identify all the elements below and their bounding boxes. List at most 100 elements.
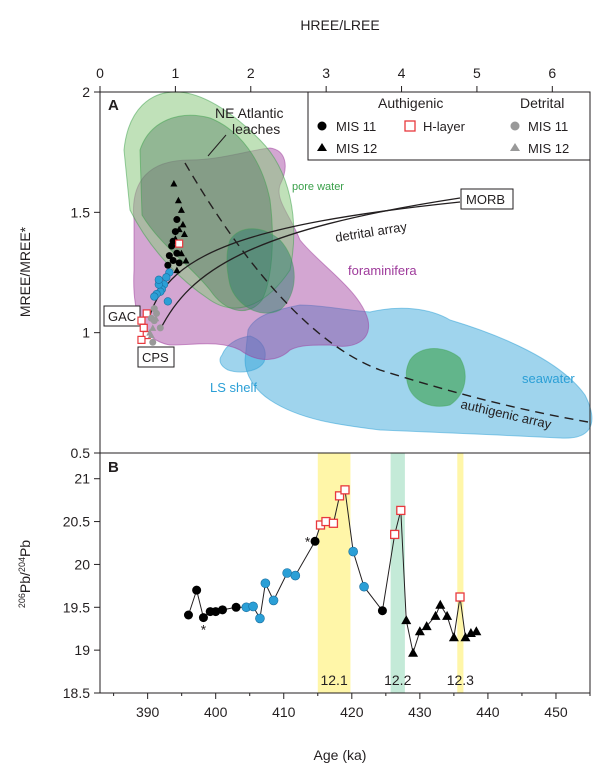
point-authigenic-h-layer [140,324,147,331]
region-seawater-green [406,348,465,406]
panel-b-letter: B [108,459,119,476]
legend-mis11-authigenic-marker [318,122,327,131]
panel-b-y-tick-label: 21 [74,471,90,487]
legend-mis12-detrital-label: MIS 12 [528,141,569,156]
pb-point-mis11 [378,606,387,615]
pb-point-h-layer [397,506,405,514]
point-authigenic-mis-11 [173,216,180,223]
panel-a-y-tick-label: 0.5 [71,445,91,461]
point-authigenic-mis-11 [164,262,171,269]
legend-detrital-header: Detrital [520,95,564,111]
pb-point-blue [261,579,270,588]
panel-b: 12.1 12.2 12.3 390 400 410 420 430 440 450 18.51… [17,453,590,763]
point-authigenic-h-layer [138,336,145,343]
point-authigenic-blue [150,293,158,301]
band-label: 12.3 [447,672,474,688]
pb-point-mis12 [471,626,481,635]
legend-hlayer-marker [405,121,415,131]
cps-label: CPS [142,350,169,365]
legend-mis11-detrital-label: MIS 11 [528,119,568,134]
point-authigenic-mis-11 [170,257,177,264]
pb-point-mis11 [184,611,193,620]
panel-b-y-ticks: 18.5 19 19.5 20 20.5 21 [63,471,100,701]
panel-b-asterisks: ** [201,533,311,637]
seawater-label: seawater [522,371,575,386]
pore-water-label: pore water [292,181,344,193]
pb-point-blue [349,547,358,556]
panel-b-y-tick-label: 19.5 [63,599,90,615]
point-detrital-mis-11 [153,310,160,317]
asterisk-annotation: * [201,622,207,638]
panel-b-x-tick-label: 440 [476,704,500,720]
legend-hlayer-label: H-layer [423,119,466,134]
panel-b-x-tick-label: 430 [408,704,432,720]
leaches-label-1: NE Atlantic [215,105,283,121]
panel-b-y-tick-label: 19 [74,642,90,658]
band-12-3 [457,453,463,693]
band-label: 12.2 [384,672,411,688]
band-label: 12.1 [320,672,347,688]
panel-b-y-axis-title: 206Pb/204Pb [17,540,33,608]
pb-point-h-layer [456,593,464,601]
foraminifera-label: foraminifera [348,263,417,278]
panel-b-x-axis-title: Age (ka) [314,747,367,763]
leaches-label-2: leaches [232,121,280,137]
panel-b-x-tick-label: 410 [272,704,296,720]
panel-a-x-tick-label: 5 [473,65,481,81]
panel-a-y-axis-title: MREE/MREE* [17,226,33,317]
morb-label: MORB [466,192,505,207]
panel-a-y-ticks: 0.5 1 1.5 2 [71,84,100,461]
legend-mis11-authigenic-label: MIS 11 [336,119,376,134]
panel-a-x-tick-label: 2 [247,65,255,81]
band-12-2 [391,453,405,693]
legend-mis12-authigenic-label: MIS 12 [336,141,377,156]
pb-point-mis12 [431,611,441,620]
panel-a-x-tick-label: 6 [548,65,556,81]
pb-point-mis12 [435,600,445,609]
point-authigenic-blue [164,298,172,306]
panel-b-y-tick-label: 20.5 [63,514,90,530]
pb-point-blue [283,569,292,578]
gac-label: GAC [108,309,136,324]
panel-b-x-tick-label: 390 [136,704,160,720]
asterisk-annotation: * [305,533,311,549]
panel-a-y-tick-label: 2 [82,84,90,100]
pb-point-mis12 [442,611,452,620]
panel-a-x-tick-label: 4 [398,65,406,81]
ls-shelf-label: LS shelf [210,380,257,395]
point-authigenic-h-layer [138,317,145,324]
legend-mis11-detrital-marker [511,122,520,131]
detrital-array-label: detrital array [334,219,408,245]
panel-a-y-tick-label: 1.5 [71,204,91,220]
legend: Authigenic Detrital MIS 11 H-layer MIS 1… [308,92,590,160]
pb-point-mis11 [218,605,227,614]
point-detrital-mis-11 [157,324,164,331]
pb-point-h-layer [329,519,337,527]
panel-b-x-tick-label: 450 [544,704,568,720]
pb-point-mis12 [408,648,418,657]
legend-authigenic-header: Authigenic [378,95,443,111]
panel-a-x-axis-title: HREE/LREE [300,17,379,33]
pb-point-mis11 [192,586,201,595]
panel-a: 0 1 2 3 4 5 6 0.5 1 1.5 2 A NE Atlantic leaches p… [17,17,592,461]
pb-point-blue [360,582,369,591]
panel-a-letter: A [108,97,119,114]
point-authigenic-blue [155,276,163,284]
point-authigenic-h-layer [176,240,183,247]
pb-point-h-layer [322,518,330,526]
panel-b-y-tick-label: 18.5 [63,685,90,701]
pb-point-h-layer [391,530,399,538]
pb-point-mis11 [232,603,241,612]
panel-b-y-tick-label: 20 [74,556,90,572]
pb-point-h-layer [341,486,349,494]
panel-a-x-tick-label: 1 [171,65,179,81]
point-detrital-mis-11 [149,339,156,346]
pb-point-mis11 [311,537,320,546]
panel-a-x-ticks: 0 1 2 3 4 5 6 [96,65,556,92]
panel-a-x-tick-label: 3 [322,65,330,81]
pb-point-blue [255,614,264,623]
panel-a-y-tick-label: 1 [82,325,90,341]
panel-a-x-tick-label: 0 [96,65,104,81]
pb-point-blue [291,571,300,580]
panel-b-x-tick-label: 420 [340,704,364,720]
